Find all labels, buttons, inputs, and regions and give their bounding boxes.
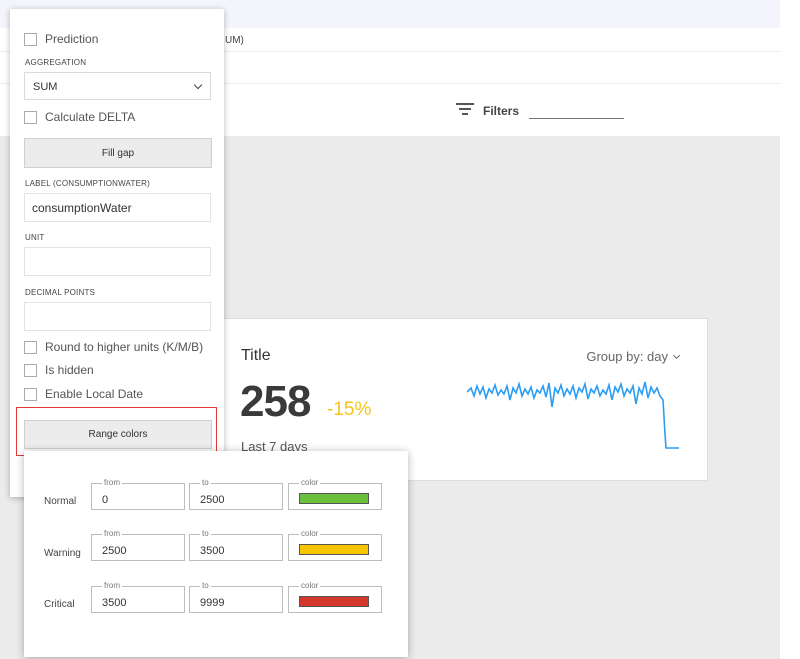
range-name-normal: Normal [44,496,77,507]
range-colors-popup: Normal from 0 to 2500 color Warning from… [24,451,408,657]
group-by-dropdown[interactable]: Group by: day [586,349,681,364]
prediction-checkbox[interactable] [24,32,37,46]
is-hidden-checkbox[interactable] [24,363,37,377]
breadcrumb-text: UM) [225,35,244,46]
is-hidden-row[interactable]: Is hidden [24,362,94,378]
aggregation-value: SUM [33,81,58,93]
fill-gap-button[interactable]: Fill gap [24,138,212,168]
color-legend: color [299,478,321,487]
range-name-critical: Critical [44,599,75,610]
warning-from-value: 2500 [102,545,127,557]
local-date-checkbox[interactable] [24,387,37,401]
filter-icon[interactable] [456,103,474,117]
to-legend: to [200,529,211,538]
decimal-points-label: DECIMAL POINTS [25,288,96,297]
calc-delta-checkbox[interactable] [24,110,37,124]
group-by-label: Group by: day [586,349,668,364]
from-legend: from [102,529,122,538]
chevron-down-icon [193,80,203,90]
round-units-label: Round to higher units (K/M/B) [45,340,204,354]
label-input[interactable] [24,193,211,222]
normal-from-value: 0 [102,494,109,506]
normal-from-field[interactable]: from 0 [91,478,185,510]
round-units-row[interactable]: Round to higher units (K/M/B) [24,339,203,355]
kpi-value: 258 [240,377,311,426]
from-legend: from [102,581,122,590]
label-field-label: LABEL (consumptionWater) [25,179,150,188]
warning-from-field[interactable]: from 2500 [91,529,185,561]
widget-title: Title [241,347,271,364]
sparkline-line [467,381,679,449]
is-hidden-label: Is hidden [45,363,94,377]
color-legend: color [299,581,321,590]
to-legend: to [200,478,211,487]
filters-label[interactable]: Filters [483,104,520,118]
kpi-widget-card[interactable]: Title Group by: day 258 -15% Last 7 days [222,318,708,481]
prediction-label: Prediction [45,32,99,46]
unit-label: UNIT [25,233,45,242]
calc-delta-label: Calculate DELTA [45,110,136,124]
critical-color-field[interactable]: color [288,581,382,613]
warning-color-field[interactable]: color [288,529,382,561]
critical-to-field[interactable]: to 9999 [189,581,283,613]
critical-to-value: 9999 [200,597,225,609]
critical-from-value: 3500 [102,597,127,609]
round-units-checkbox[interactable] [24,340,37,354]
normal-color-field[interactable]: color [288,478,382,510]
filters-input-underline[interactable] [529,118,624,119]
unit-input[interactable] [24,247,211,276]
breadcrumb-row: UM) [0,28,780,52]
sparkline-chart [467,381,679,449]
color-legend: color [299,529,321,538]
local-date-row[interactable]: Enable Local Date [24,386,143,402]
normal-color-swatch[interactable] [299,493,369,504]
aggregation-select[interactable]: SUM [24,72,211,100]
warning-to-value: 3500 [200,545,225,557]
normal-to-value: 2500 [200,494,225,506]
kpi-delta: -15% [327,399,372,420]
critical-from-field[interactable]: from 3500 [91,581,185,613]
header-row [0,52,780,84]
normal-to-field[interactable]: to 2500 [189,478,283,510]
range-colors-highlight [16,407,217,456]
decimal-points-input[interactable] [24,302,211,331]
warning-to-field[interactable]: to 3500 [189,529,283,561]
kpi-period: Last 7 days [241,439,308,454]
prediction-row[interactable]: Prediction [24,31,98,47]
aggregation-label: AGGREGATION [25,58,87,67]
range-colors-button[interactable]: Range colors [24,420,212,449]
chevron-down-icon [672,351,681,360]
from-legend: from [102,478,122,487]
critical-color-swatch[interactable] [299,596,369,607]
widget-settings-panel: Prediction AGGREGATION SUM Calculate DEL… [10,9,224,497]
range-name-warning: Warning [44,548,81,559]
to-legend: to [200,581,211,590]
calc-delta-row[interactable]: Calculate DELTA [24,109,135,125]
warning-color-swatch[interactable] [299,544,369,555]
local-date-label: Enable Local Date [45,387,144,401]
